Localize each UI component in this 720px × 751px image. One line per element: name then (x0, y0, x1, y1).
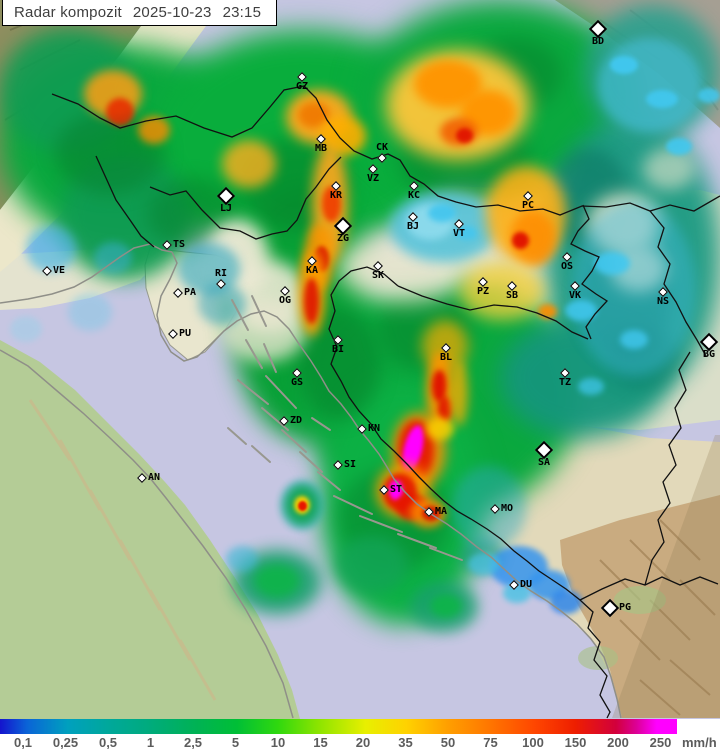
city-label: LJ (219, 203, 233, 214)
city-label: SA (537, 457, 551, 468)
city-label: ZG (336, 233, 350, 244)
city-label: PU (179, 328, 192, 339)
legend-color-scale (0, 719, 677, 734)
city-label: TZ (558, 377, 572, 388)
city-label: BJ (406, 221, 420, 232)
diamond-icon (216, 279, 226, 289)
legend-tick-0_1: 0,1 (13, 735, 33, 750)
legend-labels: 0,1 0,25 0,5 1 2,5 5 10 15 20 35 50 75 100 150 200 250 m… (0, 734, 720, 751)
city-label: KR (329, 190, 343, 201)
radar-echo (10, 316, 42, 342)
radar-echo (620, 330, 648, 349)
legend-unit: mm/h (682, 735, 717, 750)
radar-map: GZ MB CK VZ KR KC LJ BJ ZG VT PC TS VE RI PA KA SK OS PZ SB… (0, 0, 720, 719)
city-label: VK (568, 290, 582, 301)
city-label: GZ (295, 81, 309, 92)
city-label: MA (435, 506, 448, 517)
title-bar: Radar kompozit 2025-10-23 23:15 (2, 0, 277, 26)
city-label: MB (314, 143, 328, 154)
diamond-icon (42, 266, 52, 276)
city-label: ST (390, 484, 403, 495)
city-label: BL (439, 352, 453, 363)
city-label: SB (505, 290, 519, 301)
diamond-icon (162, 240, 172, 250)
diamond-icon (600, 598, 620, 618)
diamond-icon (509, 580, 519, 590)
city-marker-layer: GZ MB CK VZ KR KC LJ BJ ZG VT PC TS VE RI PA KA SK OS PZ SB… (42, 19, 719, 618)
intensity-legend: 0,1 0,25 0,5 1 2,5 5 10 15 20 35 50 75 100 150 200 250 m… (0, 719, 720, 751)
diamond-icon (333, 460, 343, 470)
diamond-icon (377, 153, 387, 163)
product-title: Radar kompozit (14, 4, 122, 21)
radar-echo (456, 226, 478, 240)
time-label: 23:15 (222, 4, 262, 21)
city-label: GS (290, 377, 304, 388)
legend-tick-15: 15 (313, 735, 328, 750)
legend-tick-5: 5 (231, 735, 240, 750)
legend-tick-20: 20 (355, 735, 371, 750)
city-label: CK (375, 142, 389, 153)
city-label: VT (452, 228, 466, 239)
city-label: OS (560, 261, 574, 272)
diamond-icon (424, 507, 434, 517)
radar-echo (610, 56, 638, 74)
diamond-icon (279, 416, 289, 426)
legend-tick-0_25: 0,25 (52, 735, 79, 750)
city-label: DU (520, 579, 533, 590)
city-label: PA (184, 287, 197, 298)
legend-tick-10: 10 (270, 735, 286, 750)
diamond-icon (168, 329, 178, 339)
city-label: PG (619, 602, 632, 613)
legend-tick-0_5: 0,5 (98, 735, 118, 750)
legend-tick-200: 200 (607, 735, 629, 750)
legend-tick-1: 1 (146, 735, 155, 750)
city-label: VZ (366, 173, 380, 184)
city-label: NS (656, 296, 670, 307)
city-label: PC (521, 200, 535, 211)
diamond-icon (490, 504, 500, 514)
city-label: BD (591, 36, 605, 47)
city-label: SK (371, 270, 385, 281)
city-label: KN (368, 423, 381, 434)
date-label: 2025-10-23 (132, 4, 212, 21)
legend-tick-250: 250 (649, 735, 672, 750)
legend-tick-2_5: 2,5 (183, 735, 203, 750)
city-label: RI (214, 268, 228, 279)
city-label: VE (53, 265, 66, 276)
radar-echo (512, 232, 529, 249)
legend-tick-150: 150 (564, 735, 587, 750)
legend-tick-100: 100 (522, 735, 544, 750)
city-label: PZ (476, 286, 490, 297)
city-label: TS (173, 239, 186, 250)
city-label: BG (702, 349, 716, 360)
legend-tick-75: 75 (483, 735, 498, 750)
city-label: OG (278, 295, 292, 306)
legend-tick-50: 50 (440, 735, 456, 750)
diamond-icon (173, 288, 183, 298)
city-label: ZD (290, 415, 303, 426)
city-label: BI (331, 344, 345, 355)
diamond-icon (379, 485, 389, 495)
city-label: AN (148, 472, 161, 483)
city-label: MO (501, 503, 514, 514)
legend-tick-35: 35 (398, 735, 413, 750)
diamond-icon (357, 424, 367, 434)
city-label: KC (407, 190, 421, 201)
city-label: SI (344, 459, 357, 470)
city-label: KA (305, 265, 319, 276)
diamond-icon (137, 473, 147, 483)
